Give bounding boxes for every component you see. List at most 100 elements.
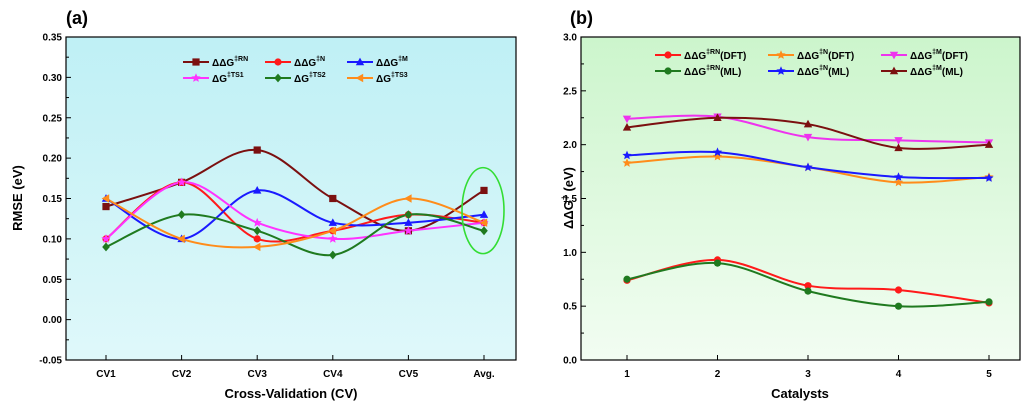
- a-y-tick-label: 0.25: [43, 113, 63, 124]
- a-y-tick-label: 0.10: [43, 234, 63, 245]
- b-legend-marker: [776, 50, 786, 59]
- a-series-0-point-5: [480, 186, 488, 195]
- a-series-2-point-2: [253, 186, 262, 194]
- a-series-4-point-3: [329, 250, 337, 260]
- a-x-tick-label: CV3: [247, 369, 267, 380]
- b-legend-label: ΔΔG‡M(DFT): [910, 49, 968, 62]
- a-series-5-point-4: [404, 194, 412, 203]
- b-series-5-point-0: [622, 123, 632, 131]
- b-legend-entry-3: ΔΔG‡RN(ML): [655, 65, 741, 78]
- b-series-1-point-0: [622, 158, 632, 167]
- b-y-tick-label: 0.0: [563, 356, 577, 367]
- a-x-tick-label: CV5: [399, 369, 419, 380]
- b-x-tick-label: 3: [805, 369, 811, 380]
- b-x-tick-label: 5: [986, 369, 992, 380]
- b-series-4-point-3: [893, 172, 904, 181]
- b-legend-marker: [776, 66, 786, 75]
- a-legend-entry-1: ΔΔG‡N: [265, 56, 325, 69]
- b-series-3-point-4: [985, 298, 993, 306]
- a-x-tick-label: CV2: [172, 369, 192, 380]
- a-x-tick-label: CV4: [323, 369, 343, 380]
- b-series-4-point-1: [712, 147, 723, 157]
- b-y-tick-label: 3.0: [563, 33, 577, 44]
- b-legend-label: ΔΔG‡N(DFT): [797, 49, 854, 62]
- a-series-line-5: [105, 197, 485, 249]
- b-series-5-point-1: [713, 113, 722, 121]
- b-series-2-point-3: [894, 137, 903, 145]
- a-series-0-point-3: [329, 194, 337, 203]
- a-series-5-point-0: [101, 194, 110, 203]
- a-series-2-point-3: [328, 218, 337, 226]
- panel-a-x-axis-title: Cross-Validation (CV): [225, 386, 358, 401]
- a-y-tick-label: 0.15: [43, 194, 63, 205]
- panel-a-y-axis-title: RMSE (eV): [10, 165, 25, 231]
- a-series-5-point-1: [177, 234, 185, 244]
- b-y-tick-label: 2.5: [563, 86, 577, 97]
- a-series-3-point-3: [328, 234, 338, 243]
- a-y-tick-label: 0.30: [43, 73, 63, 84]
- b-series-5-point-3: [894, 143, 903, 152]
- a-series-3-point-2: [252, 217, 262, 227]
- a-y-tick-label: 0.05: [43, 275, 63, 286]
- a-series-4-point-0: [102, 242, 110, 252]
- b-series-3-point-3: [894, 302, 903, 310]
- panel-a-plot-area: [65, 36, 517, 361]
- b-legend-entry-0: ΔΔG‡RN(DFT): [655, 49, 746, 62]
- a-legend-marker: [355, 73, 364, 83]
- b-legend-entry-4: ΔΔG‡N(ML): [768, 65, 849, 78]
- a-legend-label: ΔG‡TS1: [212, 72, 244, 85]
- a-legend-marker: [191, 73, 201, 82]
- a-y-tick-label: -0.05: [39, 356, 62, 367]
- a-legend-label: ΔΔG‡M: [376, 56, 408, 69]
- b-series-3-point-1: [713, 259, 722, 267]
- panel-b-plot-area: [580, 36, 1021, 361]
- a-highlight-ellipse: [461, 166, 505, 255]
- b-y-tick-label: 1.5: [563, 194, 577, 205]
- a-legend-entry-4: ΔG‡TS2: [265, 72, 326, 85]
- a-legend-marker: [355, 57, 365, 66]
- b-y-tick-label: 0.5: [563, 302, 577, 313]
- b-legend-entry-2: ΔΔG‡M(DFT): [881, 49, 968, 62]
- b-series-3-point-0: [623, 275, 631, 283]
- b-legend-label: ΔΔG‡RN(DFT): [684, 49, 746, 62]
- a-y-tick-label: 0.20: [43, 154, 63, 165]
- b-legend-entry-1: ΔΔG‡N(DFT): [768, 49, 854, 62]
- a-series-4-point-5: [480, 226, 488, 236]
- a-series-3-point-0: [101, 234, 111, 243]
- a-series-5-point-3: [328, 226, 336, 235]
- a-series-4-point-2: [253, 226, 261, 236]
- b-series-4-point-2: [803, 162, 813, 172]
- panel-b-x-axis-title: Catalysts: [771, 386, 829, 401]
- a-series-4-point-4: [404, 210, 413, 220]
- a-y-tick-label: 0.35: [43, 33, 63, 44]
- a-legend-marker: [274, 73, 282, 83]
- panel-b-y-axis-title: ΔΔG‡ (eV): [560, 167, 576, 229]
- b-series-5-point-2: [803, 119, 813, 128]
- a-legend-entry-2: ΔΔG‡M: [347, 56, 408, 69]
- a-series-3-point-1: [177, 177, 187, 187]
- b-series-4-point-0: [622, 150, 632, 160]
- b-y-tick-label: 2.0: [563, 140, 577, 151]
- b-series-3-point-2: [804, 287, 812, 295]
- b-series-5-point-4: [984, 140, 994, 148]
- b-x-tick-label: 2: [715, 369, 721, 380]
- b-series-2-point-2: [803, 133, 813, 142]
- b-y-tick-label: 1.0: [563, 248, 577, 259]
- b-series-2-point-0: [622, 115, 632, 124]
- a-series-3-point-4: [403, 226, 413, 235]
- a-legend-label: ΔG‡TS2: [294, 72, 326, 85]
- a-x-tick-label: CV1: [96, 369, 116, 380]
- a-series-2-point-5: [479, 210, 489, 218]
- a-series-4-point-1: [177, 210, 186, 220]
- b-series-0-point-3: [894, 286, 903, 294]
- b-legend-entry-5: ΔΔG‡M(ML): [881, 65, 963, 78]
- a-series-5-point-2: [252, 242, 261, 252]
- b-legend-marker: [664, 51, 672, 59]
- b-series-0-point-2: [804, 282, 812, 290]
- a-series-2-point-4: [404, 218, 413, 226]
- b-legend-marker: [889, 51, 899, 60]
- b-legend-label: ΔΔG‡N(ML): [797, 65, 849, 78]
- a-legend-label: ΔΔG‡RN: [212, 56, 248, 69]
- a-legend-label: ΔΔG‡N: [294, 56, 325, 69]
